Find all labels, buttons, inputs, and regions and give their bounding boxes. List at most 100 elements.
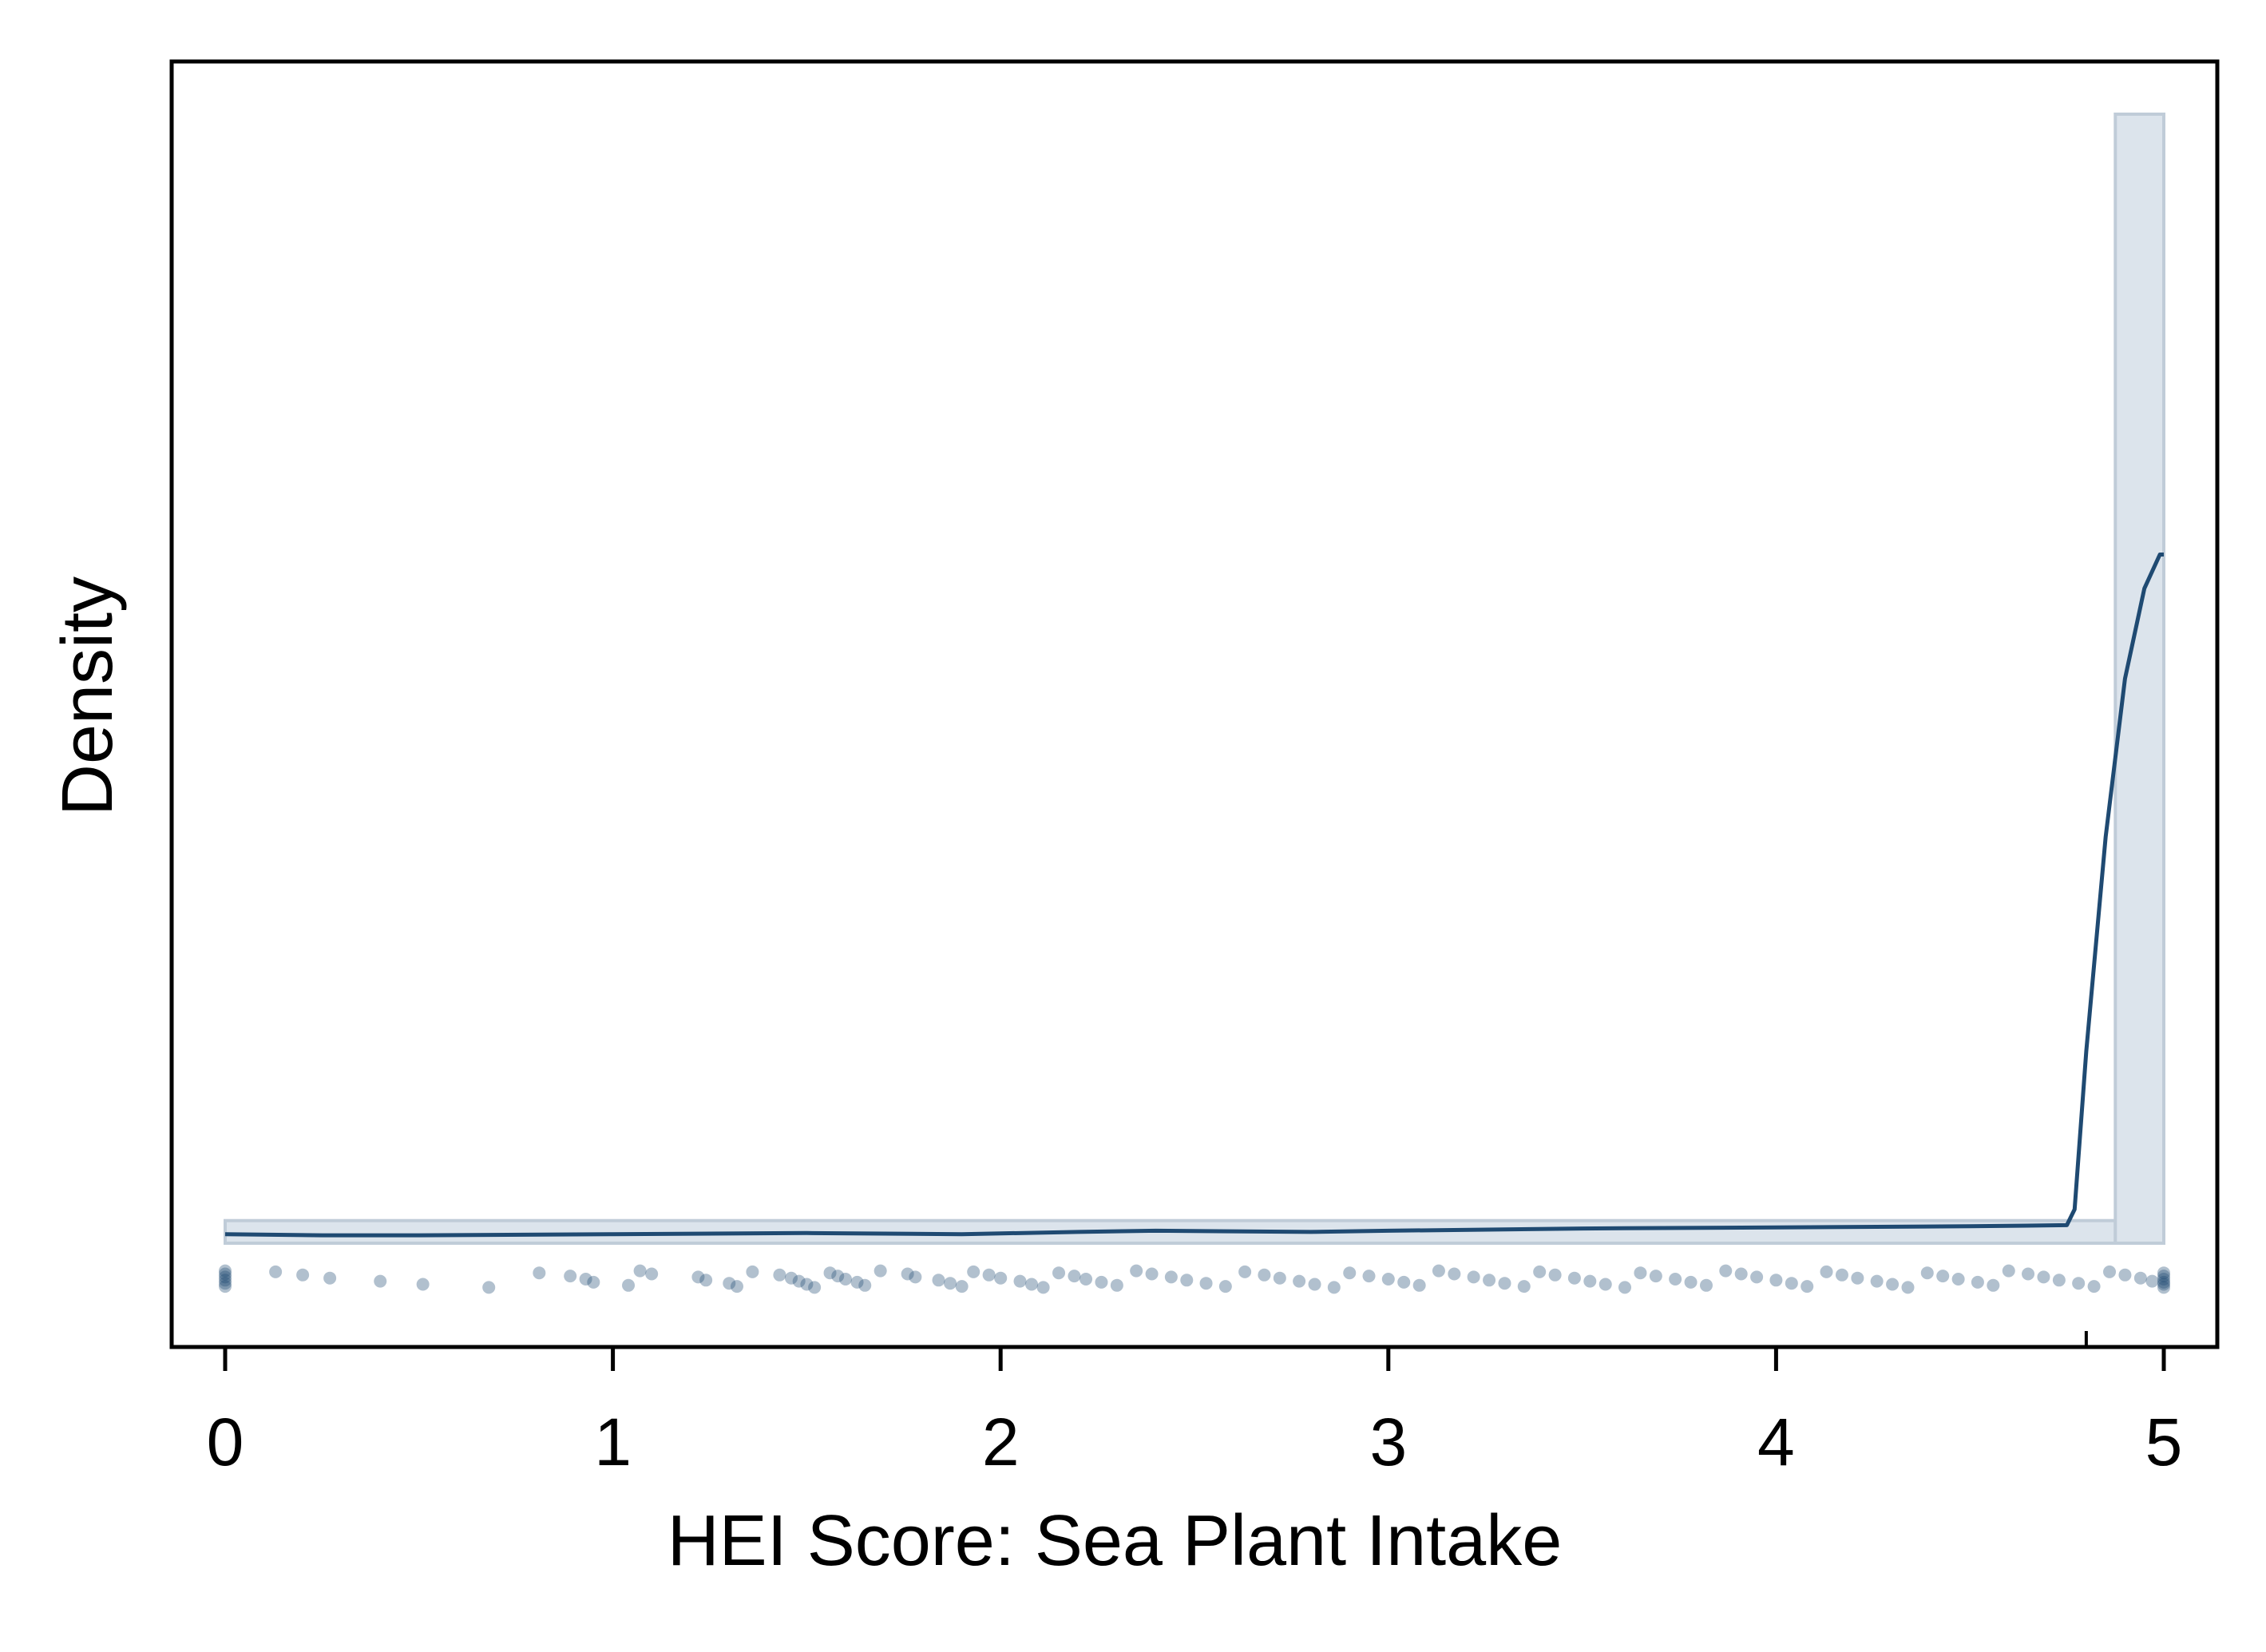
rug-point <box>482 1281 496 1294</box>
rug-point <box>1343 1266 1357 1280</box>
rug-point <box>1483 1274 1496 1287</box>
rug-point <box>1533 1265 1547 1278</box>
rug-point <box>1598 1278 1612 1291</box>
rug-point <box>1886 1278 1900 1291</box>
rug-point <box>838 1273 852 1286</box>
rug-point <box>2072 1277 2086 1290</box>
rug-point <box>1164 1270 1178 1284</box>
x-tick-label: 4 <box>1757 1404 1795 1480</box>
rug-point <box>269 1265 283 1278</box>
rug-point <box>622 1278 636 1292</box>
rug-point <box>1273 1271 1286 1285</box>
rug-point <box>1936 1270 1950 1283</box>
rug-point <box>1110 1278 1123 1292</box>
rug-point <box>219 1270 232 1284</box>
rug-point <box>1734 1267 1748 1281</box>
rug-point <box>2157 1278 2170 1291</box>
density-curve-line <box>224 553 2164 1238</box>
rug-point <box>746 1265 759 1278</box>
histogram-bar-0 <box>224 1218 2117 1245</box>
rug-point <box>800 1278 814 1291</box>
rug-point <box>219 1264 232 1278</box>
rug-point <box>792 1274 806 1288</box>
rug-point <box>1145 1267 1159 1281</box>
rug-point <box>784 1271 798 1285</box>
rug-point <box>2157 1275 2170 1289</box>
rug-point <box>730 1280 743 1293</box>
rug-point <box>1432 1264 1445 1278</box>
rug-point <box>967 1265 980 1278</box>
rug-point <box>587 1275 600 1289</box>
rug-point <box>1583 1274 1597 1288</box>
rug-point <box>1649 1270 1662 1283</box>
rug-point <box>1684 1275 1698 1289</box>
rug-point <box>901 1267 914 1281</box>
rug-point <box>1987 1278 2000 1292</box>
x-tick-label: 3 <box>1369 1404 1407 1480</box>
y-axis-title: Density <box>48 576 128 816</box>
rug-point <box>1025 1278 1039 1291</box>
rug-point <box>564 1270 577 1283</box>
rug-point <box>1013 1274 1027 1288</box>
rug-point <box>1801 1280 1814 1293</box>
rug-point <box>1820 1265 1833 1278</box>
rug-point <box>1669 1273 1682 1286</box>
rug-point <box>874 1264 887 1278</box>
rug-point <box>296 1268 310 1282</box>
rug-point <box>1634 1266 1647 1280</box>
rug-point <box>2157 1270 2170 1283</box>
rug-point <box>1467 1270 1480 1284</box>
rug-point <box>1258 1268 1271 1282</box>
rug-point <box>1199 1277 1213 1290</box>
rug-point <box>2087 1280 2101 1293</box>
rug-point <box>699 1274 713 1287</box>
rug-point <box>1412 1278 1426 1292</box>
rug-point <box>691 1270 705 1284</box>
x-axis: 0 1 2 3 4 5 <box>207 1331 2182 1480</box>
rug-point <box>1362 1270 1376 1283</box>
rug-point <box>579 1273 592 1286</box>
rug-point <box>773 1268 786 1282</box>
plot-frame <box>169 59 2220 1349</box>
x-tick-label: 0 <box>207 1404 244 1480</box>
rug-points <box>219 1264 2170 1294</box>
rug-point <box>1068 1270 1081 1283</box>
rug-point <box>944 1277 957 1290</box>
rug-point <box>2118 1268 2132 1282</box>
rug-point <box>1180 1274 1194 1287</box>
rug-point <box>2022 1267 2035 1281</box>
x-axis-title: HEI Score: Sea Plant Intake <box>668 1501 1563 1581</box>
rug-point <box>2157 1273 2170 1286</box>
rug-point <box>955 1280 969 1293</box>
rug-point <box>1920 1266 1934 1280</box>
density-curve <box>224 553 2164 1238</box>
histogram-bar-1 <box>2113 113 2166 1245</box>
rug-point <box>1835 1268 1848 1282</box>
rug-point <box>1397 1275 1411 1289</box>
rug-point <box>909 1270 922 1284</box>
rug-point <box>1699 1278 1713 1292</box>
rug-point <box>2157 1281 2170 1294</box>
x-tick-label: 1 <box>594 1404 632 1480</box>
rug-point <box>1218 1280 1232 1293</box>
rug-point <box>1901 1281 1915 1294</box>
rug-point <box>1327 1281 1341 1294</box>
rug-point <box>1618 1281 1632 1294</box>
rug-point <box>1293 1274 1306 1288</box>
rug-point <box>1517 1280 1531 1293</box>
rug-point <box>2157 1266 2170 1280</box>
rug-point <box>2002 1264 2015 1278</box>
rug-point <box>1971 1275 1984 1289</box>
rug-point <box>994 1271 1008 1285</box>
rug-point <box>219 1267 232 1281</box>
rug-point <box>1381 1273 1395 1286</box>
rug-point <box>323 1271 337 1285</box>
rug-point <box>858 1278 872 1292</box>
rug-point <box>723 1277 736 1290</box>
rug-point <box>1548 1268 1562 1282</box>
histogram-bars <box>224 113 2166 1245</box>
rug-point <box>219 1274 232 1287</box>
rug-point <box>1851 1271 1864 1285</box>
